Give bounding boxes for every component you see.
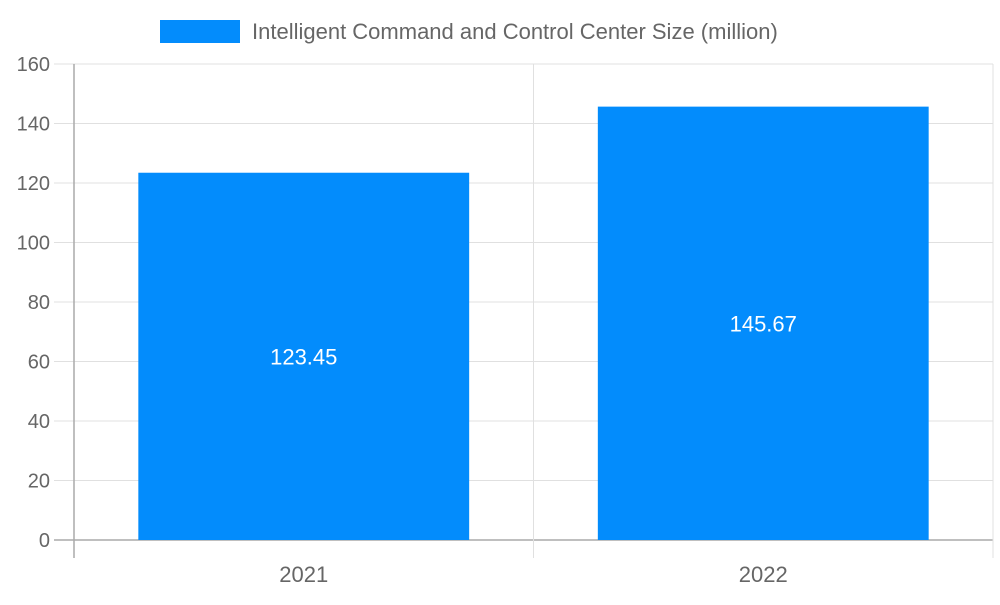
bars: [138, 106, 929, 541]
x-tick-label: 2022: [739, 562, 788, 587]
data-label: 123.45: [270, 344, 337, 369]
y-tick-label: 140: [17, 114, 50, 136]
y-tick-label: 40: [28, 411, 50, 433]
bar-2021: [138, 172, 470, 540]
y-tick-label: 0: [39, 530, 50, 552]
y-tick-label: 160: [17, 54, 50, 76]
data-label: 145.67: [730, 311, 797, 336]
y-tick-label: 120: [17, 173, 50, 195]
legend[interactable]: Intelligent Command and Control Center S…: [160, 19, 778, 44]
y-tick-label: 60: [28, 352, 50, 374]
data-labels: 123.45 145.67: [270, 311, 797, 369]
x-tick-label: 2021: [279, 562, 328, 587]
y-tick-label: 20: [28, 471, 50, 493]
y-tick-label: 80: [28, 292, 50, 314]
legend-swatch: [160, 20, 240, 43]
y-tick-label: 100: [17, 233, 50, 255]
bar-2022: [597, 106, 929, 541]
legend-label: Intelligent Command and Control Center S…: [252, 19, 778, 44]
